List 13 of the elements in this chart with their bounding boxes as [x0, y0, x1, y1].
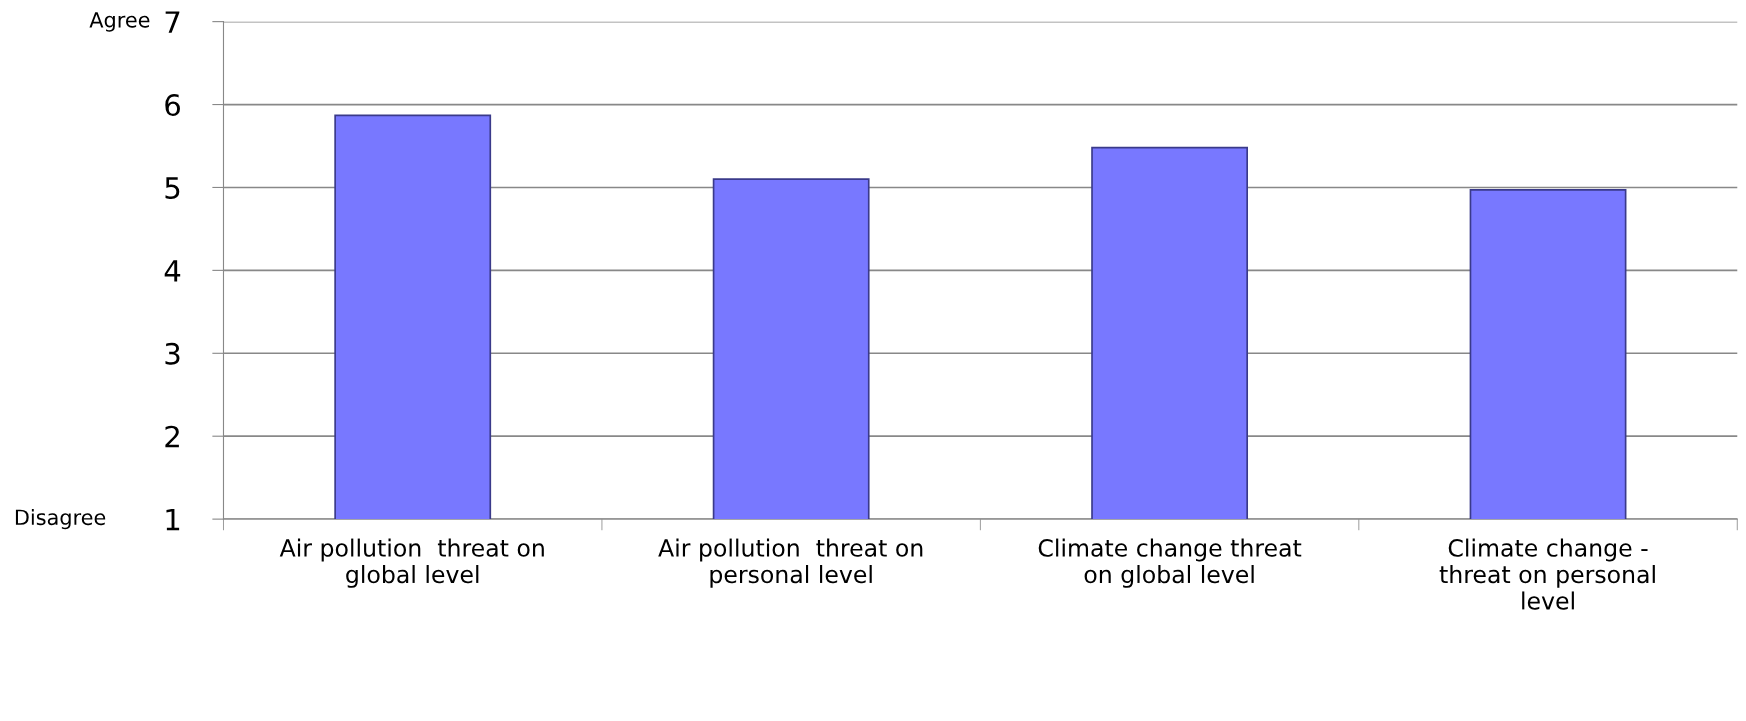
- y-tick-label: 3: [165, 342, 180, 365]
- y-tick-label: 7: [165, 11, 180, 33]
- y-tick-label: 2: [165, 425, 179, 448]
- x-tick-label: Climate change threat on global level: [1038, 538, 1302, 588]
- x-tick-label: Air pollution threat on personal level: [658, 538, 923, 588]
- y-tick-label: 5: [165, 177, 180, 199]
- y-tick-label: 4: [164, 260, 181, 282]
- x-tick-label: Air pollution threat on global level: [279, 538, 544, 588]
- text: Disagree: [15, 509, 106, 530]
- text: Agree: [89, 12, 150, 32]
- x-tick-label: Climate change - threat on personal level: [1439, 538, 1655, 610]
- y-tick-label: 6: [165, 93, 180, 117]
- y-tick-label: 1: [166, 508, 180, 531]
